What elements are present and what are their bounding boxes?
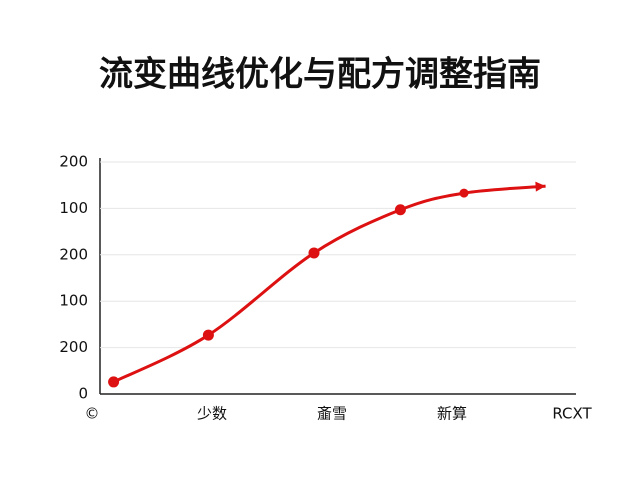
arrow-head <box>535 181 546 192</box>
point <box>308 247 320 259</box>
y-tick-label: 100 <box>59 292 88 310</box>
y-tick-label: 200 <box>59 245 88 263</box>
x-tick-label: 新算 <box>437 405 467 423</box>
x-tick-label: RCXT <box>552 405 592 423</box>
point <box>108 376 120 388</box>
x-tick-label: 少数 <box>197 405 227 423</box>
line <box>112 184 546 384</box>
x-tick-label: © <box>85 405 100 423</box>
point <box>394 204 406 216</box>
y-tick-label: 0 <box>78 385 88 403</box>
chart-title: 流变曲线优化与配方调整指南 <box>99 55 541 95</box>
point <box>459 188 469 198</box>
y-tick-label: 100 <box>59 199 88 217</box>
point <box>202 329 214 341</box>
y-tick-label: 200 <box>59 153 88 171</box>
y-tick-label: 200 <box>59 338 88 356</box>
x-tick-label: 齑雪 <box>317 405 347 423</box>
